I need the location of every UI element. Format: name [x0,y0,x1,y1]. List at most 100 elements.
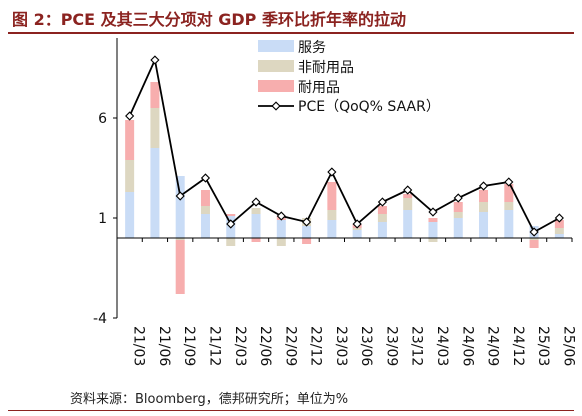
x-tick-label: 23/09 [383,326,399,366]
bar-durable [403,194,413,198]
bar-nondurable [479,202,489,212]
legend-line-marker [271,101,281,111]
bar-services [276,220,286,238]
legend-swatch [258,40,294,52]
legend-swatch [258,60,294,72]
x-tick-label: 23/12 [409,326,425,366]
pce-point [251,197,261,207]
bar-durable [428,218,438,222]
pce-point [200,173,211,183]
bar-nondurable [403,198,413,210]
x-tick-label: 21/03 [131,326,147,366]
pce-point [453,193,463,203]
pce-point [529,227,539,237]
bar-durable [251,238,261,242]
bar-durable [302,238,312,244]
x-tick-label: 21/06 [156,326,172,366]
bar-durable [554,220,564,228]
bar-nondurable [327,210,337,220]
y-tick-label: 1 [98,211,107,227]
legend-label: PCE（QoQ% SAAR） [298,99,440,115]
x-tick-label: 24/06 [459,326,475,366]
bar-services [125,192,135,238]
bar-nondurable [453,212,463,218]
bar-nondurable [504,202,514,210]
pce-point [175,191,185,201]
bar-services [200,214,210,238]
x-tick-label: 23/03 [333,326,349,366]
source-note: 资料来源：Bloomberg，德邦研究所；单位为% [70,392,349,407]
x-tick-label: 22/06 [257,326,273,366]
x-tick-label: 24/12 [510,326,526,366]
x-tick-label: 22/12 [308,326,324,366]
bar-nondurable [352,228,362,230]
bar-nondurable [200,206,210,214]
bar-nondurable [428,238,438,242]
bar-services [175,176,185,238]
bar-nondurable [226,238,236,246]
x-tick-label: 25/03 [535,326,551,366]
bar-services [504,210,514,238]
pce-point [276,211,286,221]
bar-services [377,222,387,238]
pce-point [554,213,564,223]
legend-label: 耐用品 [298,80,340,96]
x-tick-label: 21/09 [181,326,197,366]
source-divider [8,410,574,411]
bar-nondurable [276,238,286,246]
bar-durable [150,82,160,108]
bar-durable [327,182,337,210]
pce-line [128,57,560,234]
pce-point [302,217,312,227]
y-tick-label: -4 [93,311,107,327]
bar-durable [479,190,489,202]
x-tick-label: 24/09 [485,326,501,366]
bar-durable [226,214,236,216]
legend-label: 服务 [298,40,326,56]
bar-nondurable [251,208,261,214]
pce-point [150,55,160,65]
bar-durable [504,184,514,202]
pce-point [428,207,438,217]
bar-services [428,222,438,238]
plot-area: -4 1 6 21/03 21/06 21/09 21/12 22/03 22/06 22/09 2… [93,38,576,366]
pce-point [125,111,135,121]
title-divider [8,32,574,34]
chart-title: 图 2：PCE 及其三大分项对 GDP 季环比折年率的拉动 [12,10,406,29]
bar-nondurable [125,160,135,192]
bar-services [150,148,160,238]
bar-services [453,218,463,238]
bar-nondurable [529,238,539,240]
x-tick-label: 23/06 [358,326,374,366]
x-tick-label: 24/03 [434,326,450,366]
bar-durable [175,240,185,294]
bar-durable [377,206,387,214]
bar-nondurable [377,214,387,222]
pce-point [504,177,514,187]
bar-durable [125,120,135,160]
bar-services [302,226,312,238]
legend-label: 非耐用品 [298,60,354,76]
pce-point [327,167,337,177]
pce-point [352,219,362,229]
bar-nondurable [150,108,160,148]
bar-services [403,210,413,238]
pce-point [226,219,236,229]
x-tick-label: 22/03 [232,326,248,366]
bar-durable [529,240,539,248]
pce-point [478,181,489,191]
bar-durable [453,202,463,212]
x-tick-label: 21/12 [206,326,222,366]
bar-nondurable [554,228,564,234]
y-tick-label: 6 [98,111,107,127]
bar-services [479,212,489,238]
pce-point [377,197,387,207]
legend-swatch [258,80,294,92]
bar-services [554,234,564,238]
x-tick-label: 22/09 [282,326,298,366]
x-tick-label: 25/06 [560,326,576,366]
bar-durable [200,190,210,206]
bar-services [352,230,362,238]
